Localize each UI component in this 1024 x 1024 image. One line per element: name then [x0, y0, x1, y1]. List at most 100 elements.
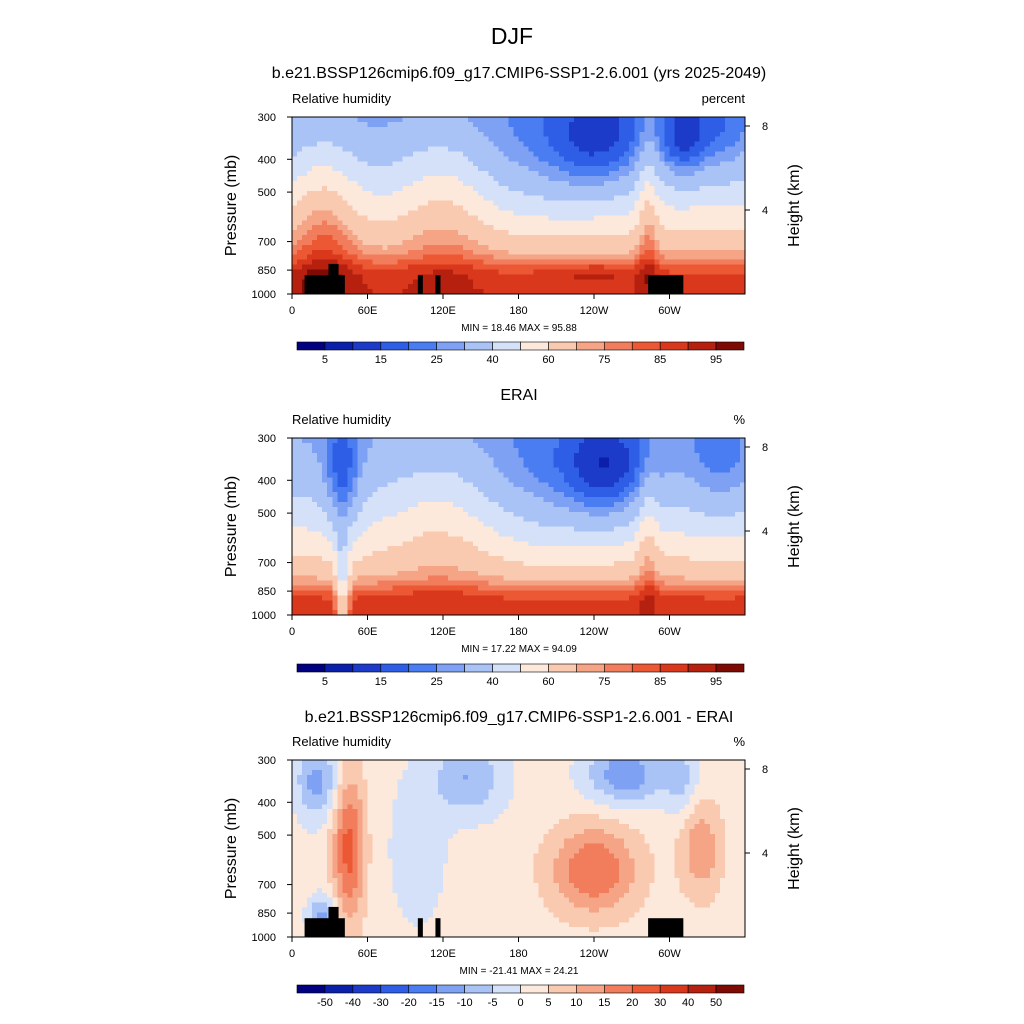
contour-cell	[483, 146, 489, 153]
contour-cell	[689, 121, 696, 128]
contour-cell	[327, 467, 333, 474]
contour-cell	[644, 215, 650, 221]
contour-cell	[327, 254, 333, 261]
contour-cell	[483, 526, 489, 533]
contour-cell	[483, 467, 489, 474]
contour-cell	[292, 121, 298, 128]
contour-cell	[508, 264, 515, 271]
contour-cell	[729, 477, 736, 483]
contour-cell	[292, 185, 298, 192]
contour-cell	[604, 511, 610, 518]
contour-cell	[427, 161, 434, 167]
contour-cell	[463, 185, 469, 192]
contour-cell	[699, 185, 706, 192]
contour-cell	[619, 121, 625, 128]
contour-cell	[609, 156, 615, 162]
contour-cell	[669, 205, 676, 212]
contour-cell	[513, 244, 520, 251]
contour-cell	[709, 121, 716, 128]
contour-cell	[604, 126, 610, 133]
contour-cell	[488, 151, 494, 157]
contour-cell	[312, 462, 318, 469]
contour-cell	[609, 166, 615, 172]
contour-cell	[478, 215, 484, 221]
colorbar-box	[408, 341, 437, 351]
contour-cell	[332, 447, 338, 454]
contour-cell	[599, 462, 605, 469]
contour-cell	[599, 279, 605, 285]
contour-cell	[563, 141, 570, 148]
contour-cell	[558, 516, 565, 523]
contour-cell	[609, 200, 615, 207]
contour-cell	[367, 151, 374, 157]
contour-cell	[538, 259, 545, 266]
contour-cell	[578, 156, 585, 162]
contour-cell	[508, 279, 515, 285]
contour-cell	[297, 249, 303, 256]
contour-cell	[518, 492, 525, 498]
contour-cell	[594, 156, 600, 162]
contour-cell	[437, 249, 444, 256]
contour-cell	[432, 176, 439, 182]
contour-cell	[458, 492, 464, 498]
contour-cell	[312, 511, 318, 518]
contour-cell	[402, 151, 409, 157]
contour-cell	[337, 215, 343, 221]
contour-cell	[644, 190, 650, 197]
contour-cell	[498, 487, 504, 493]
contour-cell	[483, 195, 489, 202]
contour-cell	[387, 477, 394, 483]
contour-cell	[443, 176, 449, 182]
contour-cell	[292, 117, 298, 123]
contour-cell	[573, 235, 580, 241]
contour-cell	[478, 244, 484, 251]
contour-cell	[739, 151, 746, 157]
contour-cell	[734, 254, 741, 261]
contour-cell	[493, 156, 499, 162]
contour-cell	[387, 151, 394, 157]
contour-cell	[553, 269, 560, 275]
contour-cell	[543, 452, 550, 459]
contour-cell	[649, 117, 655, 123]
contour-cell	[619, 239, 625, 246]
contour-cell	[563, 249, 570, 256]
contour-cell	[714, 497, 721, 503]
contour-cell	[528, 230, 535, 236]
contour-cell	[538, 274, 545, 280]
contour-cell	[432, 452, 439, 459]
contour-cell	[327, 156, 333, 162]
contour-cell	[558, 249, 565, 256]
contour-cell	[679, 121, 686, 128]
contour-cell	[483, 230, 489, 236]
contour-cell	[563, 447, 570, 454]
contour-cell	[523, 146, 530, 153]
contour-cell	[624, 161, 630, 167]
contour-cell	[568, 487, 575, 493]
contour-cell	[709, 166, 716, 172]
contour-cell	[594, 462, 600, 469]
contour-cell	[609, 259, 615, 266]
contour-cell	[297, 121, 303, 128]
contour-cell	[382, 176, 389, 182]
contour-cell	[307, 521, 313, 528]
contour-cell	[498, 492, 504, 498]
contour-cell	[724, 235, 731, 241]
contour-cell	[478, 477, 484, 483]
contour-cell	[634, 269, 640, 275]
contour-cell	[674, 200, 681, 207]
contour-cell	[453, 521, 459, 528]
contour-cell	[649, 161, 655, 167]
contour-cell	[478, 506, 484, 513]
contour-cell	[377, 467, 384, 474]
contour-cell	[352, 161, 359, 167]
contour-cell	[397, 511, 404, 518]
contour-cell	[528, 156, 535, 162]
contour-cell	[583, 121, 590, 128]
contour-cell	[513, 506, 520, 513]
contour-cell	[437, 526, 444, 533]
contour-cell	[684, 156, 691, 162]
contour-cell	[332, 141, 338, 148]
contour-cell	[679, 200, 686, 207]
contour-cell	[347, 482, 353, 488]
contour-cell	[437, 141, 444, 148]
